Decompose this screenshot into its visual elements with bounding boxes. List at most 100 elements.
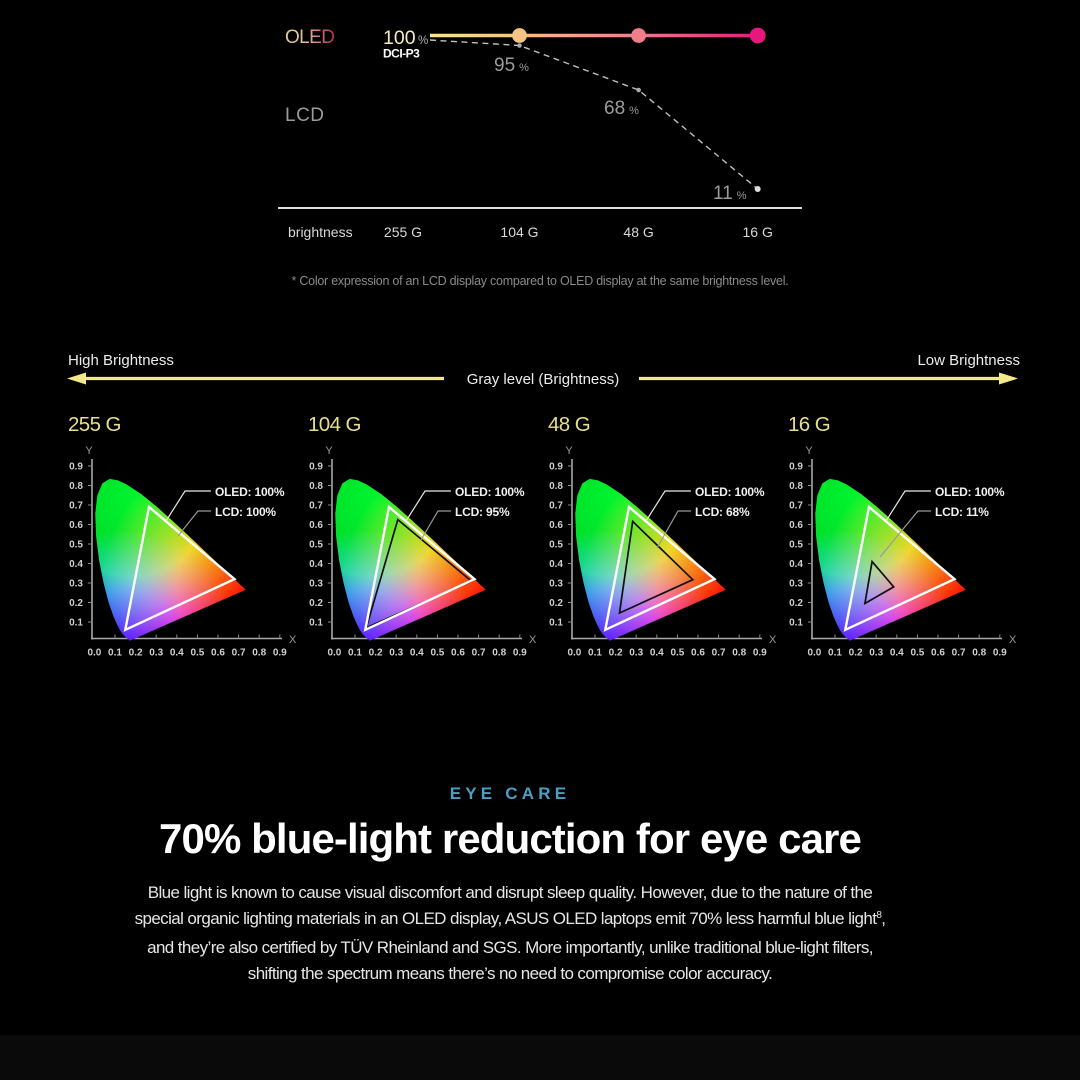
- svg-text:11%: 11%: [713, 183, 747, 204]
- svg-text:0.9: 0.9: [549, 462, 563, 473]
- svg-text:0.2: 0.2: [69, 598, 83, 609]
- svg-text:0.3: 0.3: [549, 579, 563, 590]
- svg-text:0.1: 0.1: [549, 618, 563, 629]
- svg-text:OLED: 100%: OLED: 100%: [935, 485, 1005, 499]
- svg-text:X: X: [769, 634, 777, 646]
- svg-text:0.9: 0.9: [513, 648, 527, 659]
- svg-text:0.4: 0.4: [69, 559, 83, 570]
- svg-text:0.3: 0.3: [309, 579, 323, 590]
- svg-text:48 G: 48 G: [623, 224, 653, 240]
- svg-text:0.2: 0.2: [609, 648, 623, 659]
- svg-text:0.4: 0.4: [309, 559, 323, 570]
- svg-text:brightness: brightness: [288, 224, 353, 240]
- svg-text:0.1: 0.1: [348, 648, 362, 659]
- svg-text:0.0: 0.0: [327, 648, 341, 659]
- svg-text:LCD: LCD: [285, 105, 325, 126]
- svg-text:0.5: 0.5: [430, 648, 444, 659]
- svg-text:0.9: 0.9: [993, 648, 1007, 659]
- svg-text:LCD: 95%: LCD: 95%: [455, 505, 510, 519]
- svg-text:0.1: 0.1: [828, 648, 842, 659]
- svg-text:0.5: 0.5: [309, 540, 323, 551]
- svg-text:0.7: 0.7: [69, 501, 83, 512]
- svg-text:Y: Y: [85, 445, 93, 457]
- svg-text:0.4: 0.4: [170, 648, 184, 659]
- svg-text:0.8: 0.8: [252, 648, 266, 659]
- svg-text:0.0: 0.0: [807, 648, 821, 659]
- svg-text:0.8: 0.8: [549, 481, 563, 492]
- svg-text:Low Brightness: Low Brightness: [917, 352, 1020, 369]
- svg-text:104 G: 104 G: [308, 413, 361, 436]
- svg-text:0.5: 0.5: [69, 540, 83, 551]
- svg-text:0.6: 0.6: [789, 520, 803, 531]
- svg-text:0.7: 0.7: [952, 648, 966, 659]
- svg-text:0.5: 0.5: [190, 648, 204, 659]
- svg-text:Y: Y: [325, 445, 333, 457]
- svg-text:0.8: 0.8: [69, 481, 83, 492]
- svg-text:0.2: 0.2: [549, 598, 563, 609]
- svg-text:0.0: 0.0: [87, 648, 101, 659]
- svg-text:OLED: OLED: [285, 27, 334, 48]
- svg-text:0.8: 0.8: [789, 481, 803, 492]
- svg-text:OLED: 100%: OLED: 100%: [695, 485, 765, 499]
- svg-text:0.9: 0.9: [273, 648, 287, 659]
- svg-text:0.6: 0.6: [549, 520, 563, 531]
- svg-text:0.4: 0.4: [650, 648, 664, 659]
- svg-text:0.9: 0.9: [309, 462, 323, 473]
- svg-text:0.1: 0.1: [789, 618, 803, 629]
- svg-text:0.3: 0.3: [789, 579, 803, 590]
- svg-text:0.8: 0.8: [732, 648, 746, 659]
- svg-text:0.1: 0.1: [108, 648, 122, 659]
- svg-text:OLED: 100%: OLED: 100%: [455, 485, 525, 499]
- svg-text:0.6: 0.6: [309, 520, 323, 531]
- svg-text:0.0: 0.0: [567, 648, 581, 659]
- svg-text:0.7: 0.7: [472, 648, 486, 659]
- svg-text:0.2: 0.2: [789, 598, 803, 609]
- svg-text:0.3: 0.3: [869, 648, 883, 659]
- svg-text:DCI-P3: DCI-P3: [383, 47, 420, 61]
- svg-text:0.6: 0.6: [69, 520, 83, 531]
- svg-text:255 G: 255 G: [68, 413, 121, 436]
- svg-text:0.9: 0.9: [753, 648, 767, 659]
- svg-text:0.7: 0.7: [309, 501, 323, 512]
- svg-text:104 G: 104 G: [500, 224, 538, 240]
- svg-text:0.9: 0.9: [69, 462, 83, 473]
- svg-text:0.2: 0.2: [369, 648, 383, 659]
- svg-text:0.7: 0.7: [789, 501, 803, 512]
- svg-text:0.5: 0.5: [670, 648, 684, 659]
- svg-text:0.7: 0.7: [712, 648, 726, 659]
- svg-text:0.5: 0.5: [910, 648, 924, 659]
- svg-text:Y: Y: [805, 445, 813, 457]
- svg-text:48 G: 48 G: [548, 413, 590, 436]
- svg-text:95%: 95%: [494, 55, 529, 76]
- svg-text:0.7: 0.7: [549, 501, 563, 512]
- svg-text:%: %: [418, 35, 428, 47]
- svg-text:Y: Y: [565, 445, 573, 457]
- svg-text:100: 100: [383, 27, 416, 49]
- svg-text:0.5: 0.5: [549, 540, 563, 551]
- svg-text:0.3: 0.3: [69, 579, 83, 590]
- svg-text:68%: 68%: [604, 98, 639, 119]
- svg-text:0.3: 0.3: [629, 648, 643, 659]
- svg-text:0.8: 0.8: [972, 648, 986, 659]
- svg-text:0.3: 0.3: [389, 648, 403, 659]
- svg-text:0.6: 0.6: [211, 648, 225, 659]
- svg-text:0.6: 0.6: [931, 648, 945, 659]
- svg-text:0.1: 0.1: [588, 648, 602, 659]
- svg-text:0.4: 0.4: [890, 648, 904, 659]
- svg-text:0.7: 0.7: [232, 648, 246, 659]
- svg-text:0.9: 0.9: [789, 462, 803, 473]
- svg-text:255 G: 255 G: [384, 224, 422, 240]
- svg-text:0.2: 0.2: [309, 598, 323, 609]
- svg-text:16 G: 16 G: [743, 224, 773, 240]
- svg-text:X: X: [1009, 634, 1017, 646]
- svg-text:0.2: 0.2: [849, 648, 863, 659]
- svg-text:0.3: 0.3: [149, 648, 163, 659]
- svg-text:0.2: 0.2: [129, 648, 143, 659]
- svg-text:0.6: 0.6: [451, 648, 465, 659]
- svg-text:0.4: 0.4: [410, 648, 424, 659]
- svg-text:0.4: 0.4: [549, 559, 563, 570]
- svg-text:0.8: 0.8: [309, 481, 323, 492]
- svg-text:16 G: 16 G: [788, 413, 830, 436]
- svg-text:High Brightness: High Brightness: [68, 352, 174, 369]
- svg-text:0.6: 0.6: [691, 648, 705, 659]
